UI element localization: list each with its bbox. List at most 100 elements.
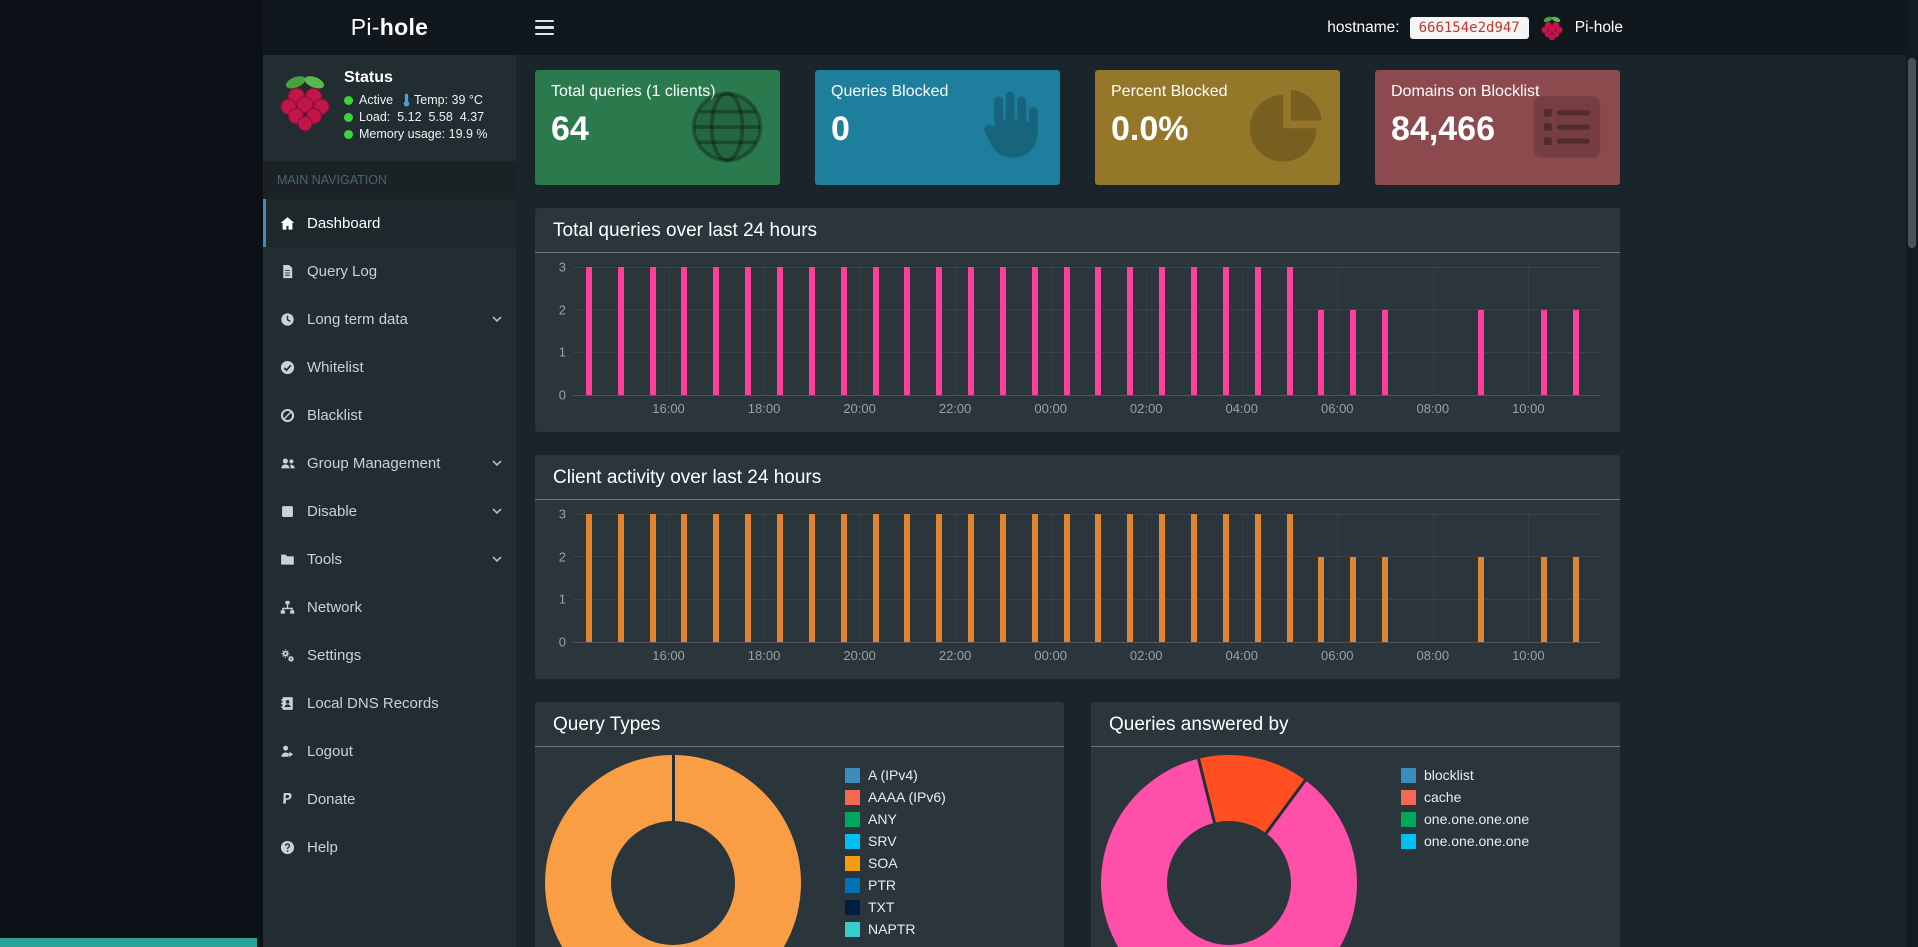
sidebar-item-dashboard[interactable]: Dashboard: [263, 199, 516, 247]
scrollbar[interactable]: [1906, 0, 1918, 947]
bar: [872, 514, 879, 642]
sidebar-item-label: Long term data: [307, 310, 408, 328]
gridline: [1528, 267, 1530, 395]
sidebar-item-label: Disable: [307, 502, 358, 520]
sidebar-item-label: Help: [307, 838, 338, 856]
list-icon: [1526, 86, 1608, 168]
sidebar-item-donate[interactable]: Donate: [263, 775, 516, 823]
bar: [872, 267, 879, 395]
status-load: Load: 5.12 5.58 4.37: [359, 110, 485, 124]
legend-swatch: [845, 855, 860, 871]
bar: [1063, 514, 1070, 642]
sidebar: Pi-hole Status Active Temp: 39 °C Load: 5…: [263, 0, 516, 947]
check-circle-icon: [280, 360, 307, 375]
x-tick-label: 02:00: [1129, 648, 1163, 663]
legend-item-a-ipv4[interactable]: A (IPv4): [845, 767, 946, 783]
legend-item-txt[interactable]: TXT: [845, 899, 946, 915]
query-types-legend: A (IPv4) AAAA (IPv6) ANY SRV SOA PTR TXT NAPTR: [845, 767, 946, 947]
question-icon: [280, 840, 307, 855]
legend-label: PTR: [868, 877, 896, 893]
bar: [1573, 309, 1580, 395]
sidebar-item-long-term-data[interactable]: Long term data: [263, 295, 516, 343]
bar: [1286, 267, 1293, 395]
sidebar-item-disable[interactable]: Disable: [263, 487, 516, 535]
bar: [1254, 267, 1261, 395]
status-load-row: Load: 5.12 5.58 4.37: [344, 110, 488, 124]
gridline: [573, 641, 1600, 643]
sidebar-item-local-dns-records[interactable]: Local DNS Records: [263, 679, 516, 727]
top-navbar: hostname: 666154e2d947 Pi-hole: [516, 0, 1918, 55]
navbar-brand[interactable]: Pi-hole: [1574, 18, 1623, 36]
y-tick-label: 0: [558, 387, 566, 403]
legend-item-blocklist[interactable]: blocklist: [1401, 767, 1529, 783]
bar: [1350, 556, 1357, 642]
x-tick-label: 00:00: [1034, 401, 1067, 416]
sidebar-item-help[interactable]: Help: [263, 823, 516, 871]
gridline: [668, 514, 670, 642]
legend-item-soa[interactable]: SOA: [845, 855, 946, 871]
brand-bold: hole: [379, 14, 429, 40]
brand-logo[interactable]: Pi-hole: [263, 0, 516, 55]
sidebar-item-query-log[interactable]: Query Log: [263, 247, 516, 295]
status-ok-icon: [344, 112, 353, 122]
bar: [936, 267, 943, 395]
legend-label: one.one.one.one: [1424, 833, 1530, 849]
gridline: [1050, 514, 1052, 642]
gears-icon: [280, 648, 307, 663]
main-content: Total queries (1 clients) 64 Queries Block…: [516, 55, 1918, 947]
sidebar-toggle-button[interactable]: [516, 0, 572, 55]
bar: [840, 514, 847, 642]
bar: [713, 267, 720, 395]
legend-item-any[interactable]: ANY: [845, 811, 946, 827]
bar: [1382, 556, 1389, 642]
sidebar-item-group-management[interactable]: Group Management: [263, 439, 516, 487]
bar: [968, 514, 975, 642]
legend-item-one-one-one-one[interactable]: one.one.one.one: [1401, 811, 1529, 827]
bar: [713, 514, 720, 642]
legend-item-srv[interactable]: SRV: [845, 833, 946, 849]
legend-item-one-one-one-one[interactable]: one.one.one.one: [1401, 833, 1529, 849]
legend-item-naptr[interactable]: NAPTR: [845, 921, 946, 937]
slice-divider: [671, 755, 675, 883]
gridline: [1050, 267, 1052, 395]
sidebar-item-settings[interactable]: Settings: [263, 631, 516, 679]
card-title: Total queries (1 clients): [551, 83, 716, 100]
legend-swatch: [845, 877, 860, 893]
legend-item-cache[interactable]: cache: [1401, 789, 1529, 805]
status-ok-icon: [344, 129, 353, 139]
status-active-label: Active: [359, 93, 394, 107]
scrollbar-thumb[interactable]: [1908, 58, 1916, 248]
panel-title-total-queries: Total queries over last 24 hours: [535, 208, 1620, 253]
paypal-icon: [280, 792, 307, 807]
y-tick-label: 1: [558, 344, 566, 360]
panel-title-queries-answered-by: Queries answered by: [1091, 702, 1620, 747]
stop-icon: [280, 504, 307, 519]
x-tick-label: 08:00: [1416, 401, 1450, 416]
legend-swatch: [845, 921, 860, 937]
hostname-badge: 666154e2d947: [1409, 16, 1529, 39]
hostname-label: hostname:: [1327, 18, 1400, 36]
legend-item-ptr[interactable]: PTR: [845, 877, 946, 893]
donut-hole: [611, 821, 735, 945]
sidebar-item-network[interactable]: Network: [263, 583, 516, 631]
hand-icon: [966, 86, 1048, 168]
x-tick-label: 16:00: [652, 648, 685, 663]
legend-item-aaaa-ipv6[interactable]: AAAA (IPv6): [845, 789, 946, 805]
sidebar-item-tools[interactable]: Tools: [263, 535, 516, 583]
sidebar-item-blacklist[interactable]: Blacklist: [263, 391, 516, 439]
bar: [1541, 556, 1548, 642]
sidebar-item-logout[interactable]: Logout: [263, 727, 516, 775]
bar: [776, 267, 783, 395]
queries-answered-by-donut: [1101, 755, 1357, 947]
bar: [1031, 267, 1038, 395]
x-tick-label: 10:00: [1512, 401, 1545, 416]
y-tick-label: 1: [558, 591, 566, 607]
card-value: 64: [551, 110, 589, 148]
bar: [1286, 514, 1293, 642]
gridline: [1241, 514, 1243, 642]
sidebar-item-whitelist[interactable]: Whitelist: [263, 343, 516, 391]
sidebar-item-label: Settings: [307, 646, 362, 664]
bar: [1477, 556, 1484, 642]
sidebar-item-label: Query Log: [307, 262, 378, 280]
